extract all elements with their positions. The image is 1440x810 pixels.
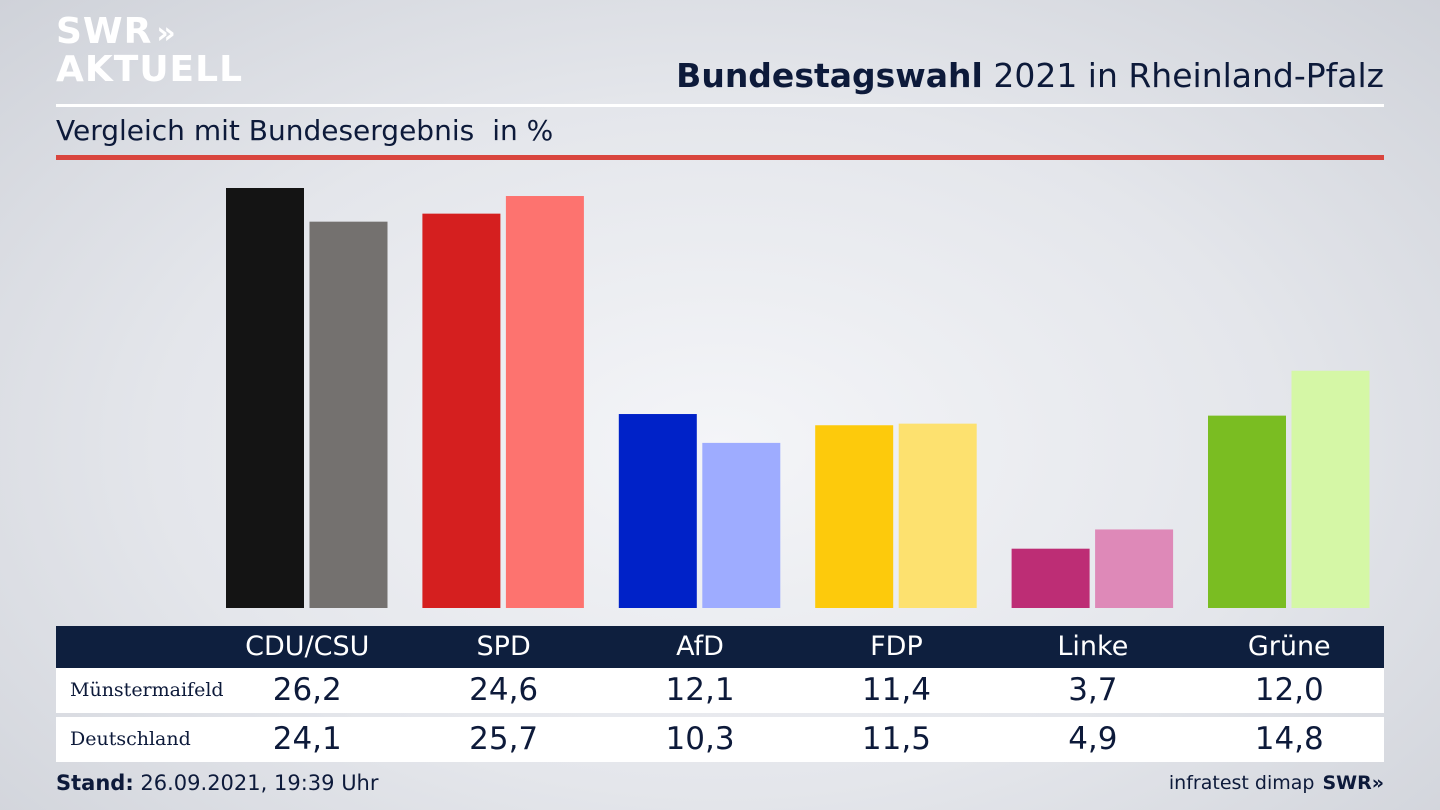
bar-linke-deutschland	[1095, 529, 1174, 608]
bar-cdu-csu-deutschland	[309, 221, 388, 608]
value-fdp-m-nstermaifeld: 11,4	[861, 672, 931, 708]
bar-fdp-deutschland	[898, 423, 977, 608]
subtitle-text: Vergleich mit Bundesergebnis	[56, 114, 475, 147]
logo-swr-text: SWR	[56, 11, 153, 52]
bar-linke-m-nstermaifeld	[1011, 548, 1090, 608]
party-label-afd: AfD	[676, 631, 724, 662]
bar-afd-m-nstermaifeld	[618, 414, 697, 608]
party-label-spd: SPD	[476, 631, 531, 662]
bar-gr-ne-deutschland	[1291, 370, 1370, 608]
logo-aktuell-text: AKTUELL	[56, 49, 244, 90]
bar-afd-deutschland	[702, 442, 781, 608]
value-cdu-csu-deutschland: 24,1	[272, 721, 342, 757]
title-divider	[56, 104, 1384, 107]
table-row-deutschland: Deutschland 24,1 25,7 10,3 11,5 4,9 14,8	[56, 717, 1384, 762]
value-afd-deutschland: 10,3	[665, 721, 735, 757]
unit-label: in %	[492, 114, 554, 147]
value-afd-m-nstermaifeld: 12,1	[665, 672, 735, 708]
chart-subtitle: Vergleich mit Bundesergebnis in %	[56, 114, 553, 147]
stand-label: Stand:	[56, 771, 134, 795]
source-text: infratest dimap	[1168, 772, 1315, 794]
bar-chart	[226, 188, 1370, 608]
value-fdp-deutschland: 11,5	[861, 721, 931, 757]
bar-cdu-csu-m-nstermaifeld	[226, 188, 304, 608]
title-bold: Bundestagswahl	[676, 56, 983, 95]
bar-fdp-m-nstermaifeld	[815, 425, 894, 608]
party-label-cdu-csu: CDU/CSU	[245, 631, 370, 662]
stand-value: 26.09.2021, 19:39 Uhr	[140, 771, 379, 795]
value-linke-deutschland: 4,9	[1068, 721, 1118, 757]
value-spd-m-nstermaifeld: 24,6	[469, 672, 539, 708]
party-label-gr-ne: Grüne	[1247, 631, 1331, 662]
party-label-fdp: FDP	[870, 631, 923, 662]
page-title: Bundestagswahl 2021 in Rheinland-Pfalz	[676, 56, 1384, 95]
value-linke-m-nstermaifeld: 3,7	[1068, 672, 1118, 708]
party-header-band	[56, 626, 1384, 668]
value-gr-ne-m-nstermaifeld: 12,0	[1254, 672, 1324, 708]
bar-gr-ne-m-nstermaifeld	[1208, 415, 1286, 608]
stand-timestamp: Stand: 26.09.2021, 19:39 Uhr	[56, 771, 379, 795]
bar-spd-m-nstermaifeld	[422, 213, 501, 608]
subtitle-divider	[56, 155, 1384, 160]
logo-arrows-icon: »	[156, 16, 176, 51]
value-gr-ne-deutschland: 14,8	[1254, 721, 1324, 757]
swr-aktuell-logo: SWR» AKTUELL	[56, 14, 243, 88]
swr-small-logo: SWR»	[1322, 772, 1384, 794]
row-label-muenstermaifeld: Münstermaifeld	[70, 679, 224, 701]
value-cdu-csu-m-nstermaifeld: 26,2	[272, 672, 342, 708]
source-credit: infratest dimap SWR»	[1169, 772, 1384, 794]
table-row-muenstermaifeld: Münstermaifeld 26,2 24,6 12,1 11,4 3,7 12,0	[56, 668, 1384, 713]
value-spd-deutschland: 25,7	[469, 721, 539, 757]
bar-spd-deutschland	[505, 196, 584, 608]
title-rest: 2021 in Rheinland-Pfalz	[993, 56, 1384, 95]
row-label-deutschland: Deutschland	[70, 728, 191, 750]
party-label-linke: Linke	[1057, 631, 1129, 662]
